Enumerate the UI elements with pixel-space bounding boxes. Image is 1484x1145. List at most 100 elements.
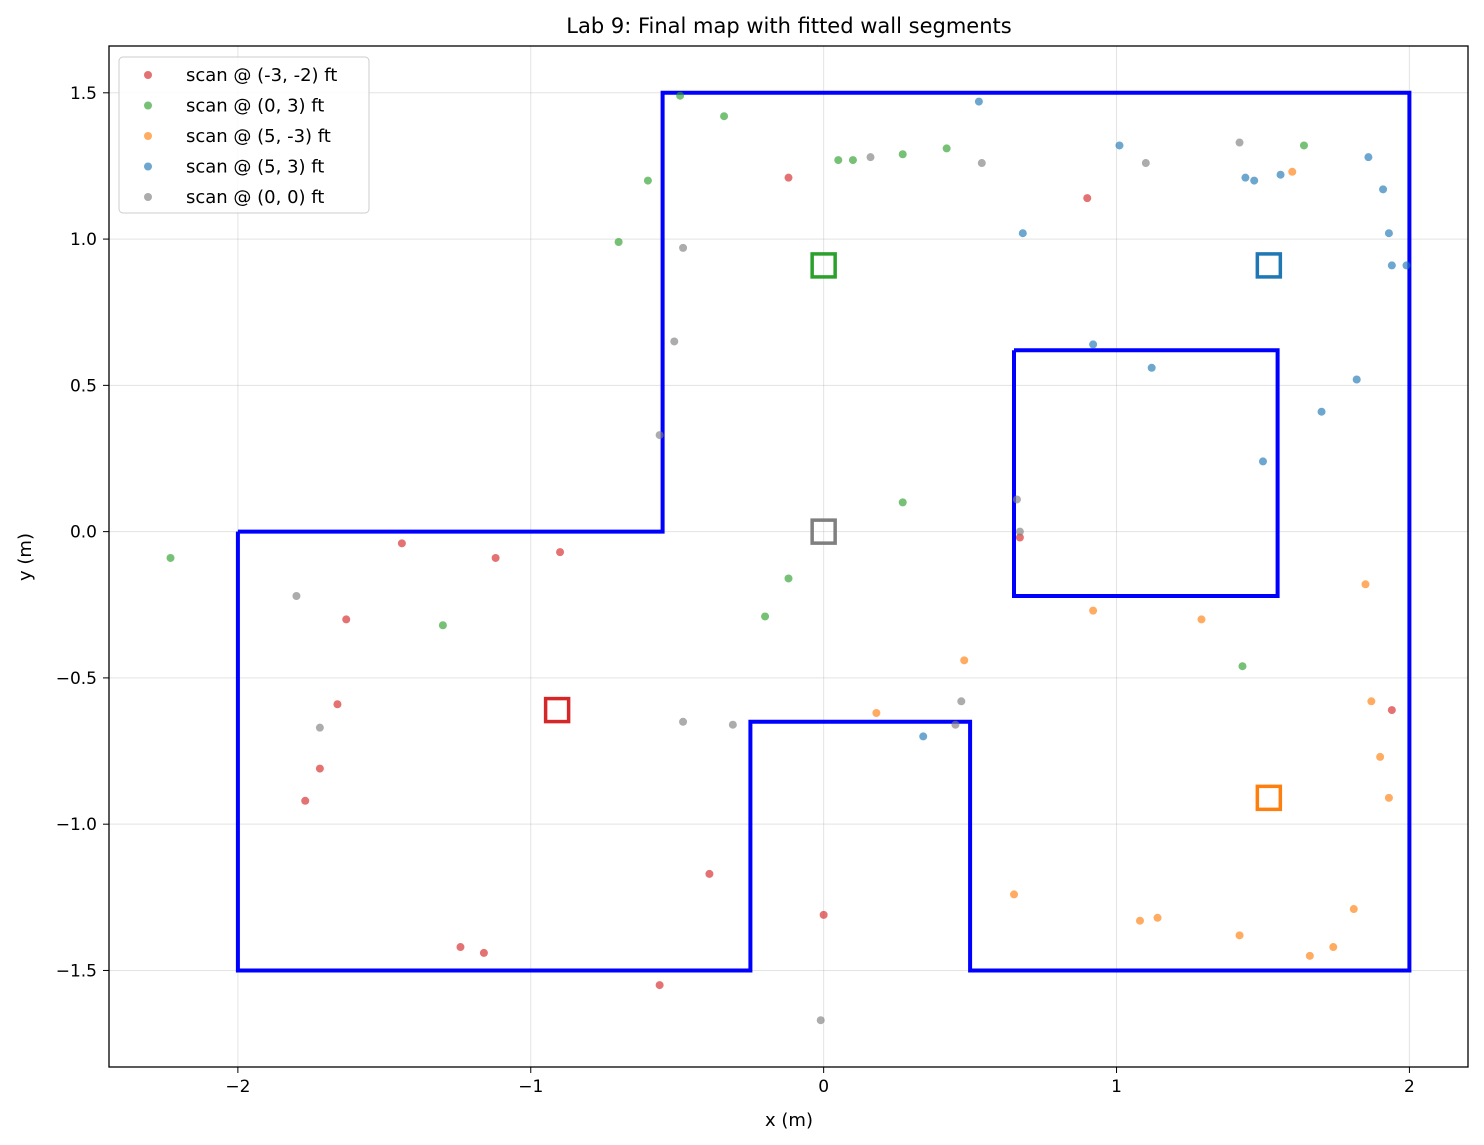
scan-point	[784, 173, 793, 182]
scan-point	[919, 732, 928, 741]
scan-point	[1384, 229, 1393, 238]
scan-point	[1238, 662, 1247, 671]
scan-point	[1010, 890, 1019, 899]
scan-position-marker	[810, 252, 837, 279]
axis-ticks: −2 −1 0 1 2 1.5 1.0 0.5 0.0 −0.5 −1.0 −1.5	[56, 84, 1415, 1097]
scan-point	[1367, 697, 1376, 706]
scan-point	[1235, 138, 1244, 147]
scan-point	[1361, 580, 1370, 589]
legend-marker	[144, 71, 152, 79]
y-tick-label: −1.5	[56, 961, 97, 981]
scan-point	[951, 720, 960, 729]
x-tick-label: −1	[518, 1077, 543, 1097]
scan-point	[1141, 159, 1150, 168]
scan-point	[977, 159, 986, 168]
scan-point	[816, 1016, 825, 1025]
legend-label: scan @ (5, -3) ft	[186, 126, 331, 147]
scan-point	[1379, 185, 1388, 194]
scan-point	[705, 869, 714, 878]
legend-marker	[144, 101, 152, 110]
legend-label: scan @ (0, 3) ft	[186, 96, 324, 117]
scan-point	[1305, 951, 1314, 960]
scan-point	[1384, 793, 1393, 802]
y-tick-label: −1.0	[56, 815, 97, 835]
scan-point	[1276, 170, 1285, 179]
scan-point	[479, 948, 488, 957]
scan-point	[1115, 141, 1124, 150]
scan-point	[1387, 261, 1396, 270]
scan-point	[1147, 363, 1156, 372]
scan-point	[1241, 173, 1250, 182]
scan-point	[655, 981, 664, 990]
scan-point	[1089, 606, 1098, 615]
scan-point	[728, 720, 737, 729]
y-tick-label: −0.5	[56, 669, 97, 689]
scan-point	[1083, 194, 1092, 203]
wall-inner	[1012, 348, 1280, 598]
legend-label: scan @ (5, 3) ft	[186, 157, 324, 178]
scan-point	[866, 153, 875, 162]
scan-point	[166, 553, 175, 562]
scan-point	[655, 431, 664, 440]
scan-point	[1015, 527, 1024, 536]
x-axis-label: x (m)	[765, 1110, 813, 1131]
y-tick-label: 0.0	[70, 523, 97, 543]
scan-point	[1258, 457, 1267, 466]
scan-point	[679, 717, 688, 726]
scan-point	[1018, 229, 1027, 238]
legend-label: scan @ (-3, -2) ft	[186, 65, 337, 86]
scan-position-markers	[543, 252, 1283, 812]
x-tick-label: 1	[1111, 1077, 1122, 1097]
scan-position-marker	[1255, 252, 1283, 279]
y-tick-label: 1.5	[70, 84, 97, 104]
scan-point	[1197, 615, 1206, 624]
chart-title: Lab 9: Final map with fitted wall segmen…	[566, 14, 1011, 38]
x-tick-label: −2	[225, 1077, 250, 1097]
scan-point	[1387, 706, 1396, 715]
y-axis-label: y (m)	[15, 533, 36, 581]
scan-point	[898, 150, 907, 159]
scan-position-marker	[1255, 784, 1283, 812]
scan-point	[676, 91, 685, 100]
scan-points	[166, 91, 1411, 1025]
scan-position-marker	[543, 696, 571, 724]
scan-point	[333, 700, 342, 709]
legend-box	[118, 56, 370, 214]
scan-point	[1317, 407, 1326, 416]
scan-point	[1329, 943, 1338, 952]
scan-point	[1288, 167, 1297, 176]
scan-point	[784, 574, 793, 583]
scan-point	[556, 548, 565, 557]
scan-point	[1153, 913, 1162, 922]
scan-point	[1015, 533, 1024, 542]
scan-point	[960, 656, 969, 665]
scan-point	[848, 156, 857, 165]
scan-point	[301, 796, 310, 805]
legend-label: scan @ (0, 0) ft	[186, 187, 324, 208]
scan-point	[1135, 916, 1144, 925]
scan-point	[292, 591, 301, 600]
legend-marker	[144, 193, 152, 201]
scan-point	[898, 498, 907, 507]
scan-point	[1012, 495, 1021, 504]
scan-point	[315, 764, 324, 773]
scan-point	[1299, 141, 1308, 150]
scan-point	[1250, 176, 1259, 185]
scan-point	[670, 337, 679, 346]
scan-point	[1235, 931, 1244, 940]
scan-point	[872, 709, 881, 718]
scan-point	[1089, 340, 1098, 349]
scan-point	[1364, 153, 1373, 162]
scan-point	[834, 156, 843, 165]
wall-segments	[235, 90, 1412, 973]
scan-point	[761, 612, 770, 621]
x-tick-label: 2	[1404, 1077, 1415, 1097]
scan-point	[1349, 905, 1358, 914]
scan-point	[1402, 261, 1411, 270]
x-tick-label: 0	[818, 1077, 829, 1097]
scan-point	[974, 97, 983, 106]
scan-point	[342, 615, 351, 624]
scan-point	[942, 144, 951, 153]
scan-point	[720, 112, 729, 121]
